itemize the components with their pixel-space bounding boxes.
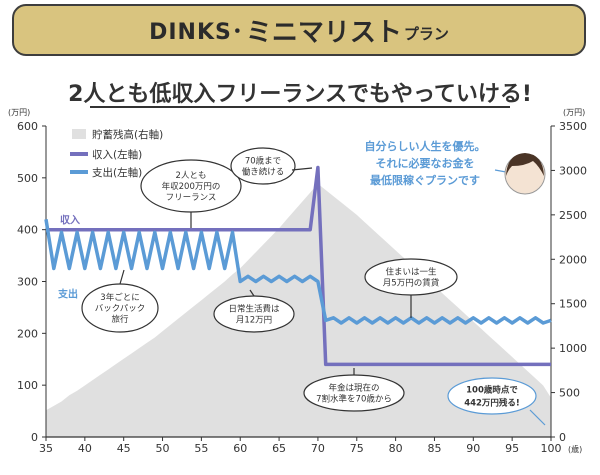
expense-line <box>44 219 552 325</box>
annotation-result-pointer <box>529 409 546 426</box>
income-inline-label: 収入 <box>60 215 80 227</box>
income-line <box>46 165 551 367</box>
y-tick-label: 200 <box>17 327 38 340</box>
expense-inline-label: 支出 <box>57 287 78 300</box>
speech-pointer <box>494 169 507 173</box>
annotation-backpack-pointer <box>119 269 125 285</box>
y-tick-label: 300 <box>17 276 38 289</box>
annotation-backpack-text: 3年ごとに <box>100 292 139 303</box>
y2-tick-label: 500 <box>559 387 580 400</box>
y2-tick-label: 1500 <box>559 298 587 311</box>
annotation-work70-bubble <box>230 147 296 185</box>
y-tick-label: 600 <box>17 120 38 133</box>
x-tick-label: 100 <box>541 442 562 455</box>
annotation-backpack-text: 旅行 <box>111 314 129 325</box>
plan-title-part2: ミニマリスト <box>245 17 402 48</box>
annotation-pension-text: 年金は現在の <box>328 383 379 394</box>
x-tick-label: 40 <box>78 442 92 455</box>
speech-text: 自分らしい人生を優先。 <box>365 139 486 153</box>
annotation-pension-text: 7割水準を70歳から <box>316 394 392 405</box>
x-axis-unit: (歳) <box>568 444 582 454</box>
legend-label-expense: 支出(左軸) <box>92 166 142 179</box>
annotation-living-pointer <box>249 289 255 297</box>
annotation-living-text: 日常生活費は <box>228 304 280 315</box>
avatar-hair <box>506 153 544 176</box>
right-axis-unit: (万円) <box>563 108 585 117</box>
x-tick-label: 85 <box>427 442 441 455</box>
left-axis-unit: (万円) <box>8 108 30 117</box>
plan-title-part3: プラン <box>403 24 449 43</box>
x-tick-label: 80 <box>389 442 403 455</box>
plan-title: DINKS･ ミニマリスト プラン <box>14 6 584 54</box>
y-tick-label: 0 <box>31 431 38 444</box>
y-tick-label: 100 <box>17 379 38 392</box>
savings-area <box>46 183 551 437</box>
legend-label-income: 収入(左軸) <box>92 148 142 161</box>
x-tick-label: 65 <box>272 442 286 455</box>
speech-text: 最低限稼ぐプランです <box>370 173 480 187</box>
x-tick-label: 90 <box>466 442 480 455</box>
y2-tick-label: 1000 <box>559 342 587 355</box>
y2-tick-label: 3000 <box>559 164 587 177</box>
y2-tick-label: 0 <box>559 431 566 444</box>
x-tick-label: 45 <box>117 442 131 455</box>
annotation-freelance-text: 年収200万円の <box>162 181 221 192</box>
annotation-housing-text: 住まいは一生 <box>385 267 437 278</box>
x-tick-label: 35 <box>39 442 53 455</box>
y-tick-label: 500 <box>17 172 38 185</box>
annotation-housing-text: 月5万円の賃貸 <box>383 278 440 289</box>
annotation-work70-pointer <box>291 167 313 171</box>
annotation-living-text: 月12万円 <box>236 316 272 326</box>
y-tick-label: 400 <box>17 224 38 237</box>
y2-tick-label: 3500 <box>559 120 587 133</box>
x-tick-label: 70 <box>311 442 325 455</box>
y2-tick-label: 2000 <box>559 253 587 266</box>
annotation-freelance-text: 2人とも <box>176 171 207 181</box>
title-banner: DINKS･ ミニマリスト プラン <box>12 4 586 56</box>
x-tick-label: 50 <box>156 442 170 455</box>
annotation-freelance-text: フリーランス <box>166 193 217 203</box>
subtitle-underline <box>90 106 510 108</box>
x-tick-label: 55 <box>194 442 208 455</box>
y2-tick-label: 2500 <box>559 209 587 222</box>
x-tick-label: 75 <box>350 442 364 455</box>
annotation-work70-text: 働き続ける <box>242 167 285 178</box>
annotation-result-text: 442万円残る! <box>464 398 520 409</box>
plan-title-part1: DINKS･ <box>149 20 244 45</box>
legend-swatch-savings <box>72 129 86 139</box>
legend-label-savings: 貯蓄残高(右軸) <box>92 128 163 141</box>
annotation-work70-text: 70歳まで <box>245 156 281 167</box>
annotation-backpack-text: バックパック <box>95 304 146 314</box>
annotation-result-bubble <box>447 377 537 415</box>
x-tick-label: 60 <box>233 442 247 455</box>
speech-text: それに必要なお金を <box>376 156 475 170</box>
annotation-result-text: 100歳時点で <box>466 385 518 396</box>
x-tick-label: 95 <box>505 442 519 455</box>
chart-subtitle: 2人とも低収入フリーランスでもやっていける! <box>68 82 532 107</box>
